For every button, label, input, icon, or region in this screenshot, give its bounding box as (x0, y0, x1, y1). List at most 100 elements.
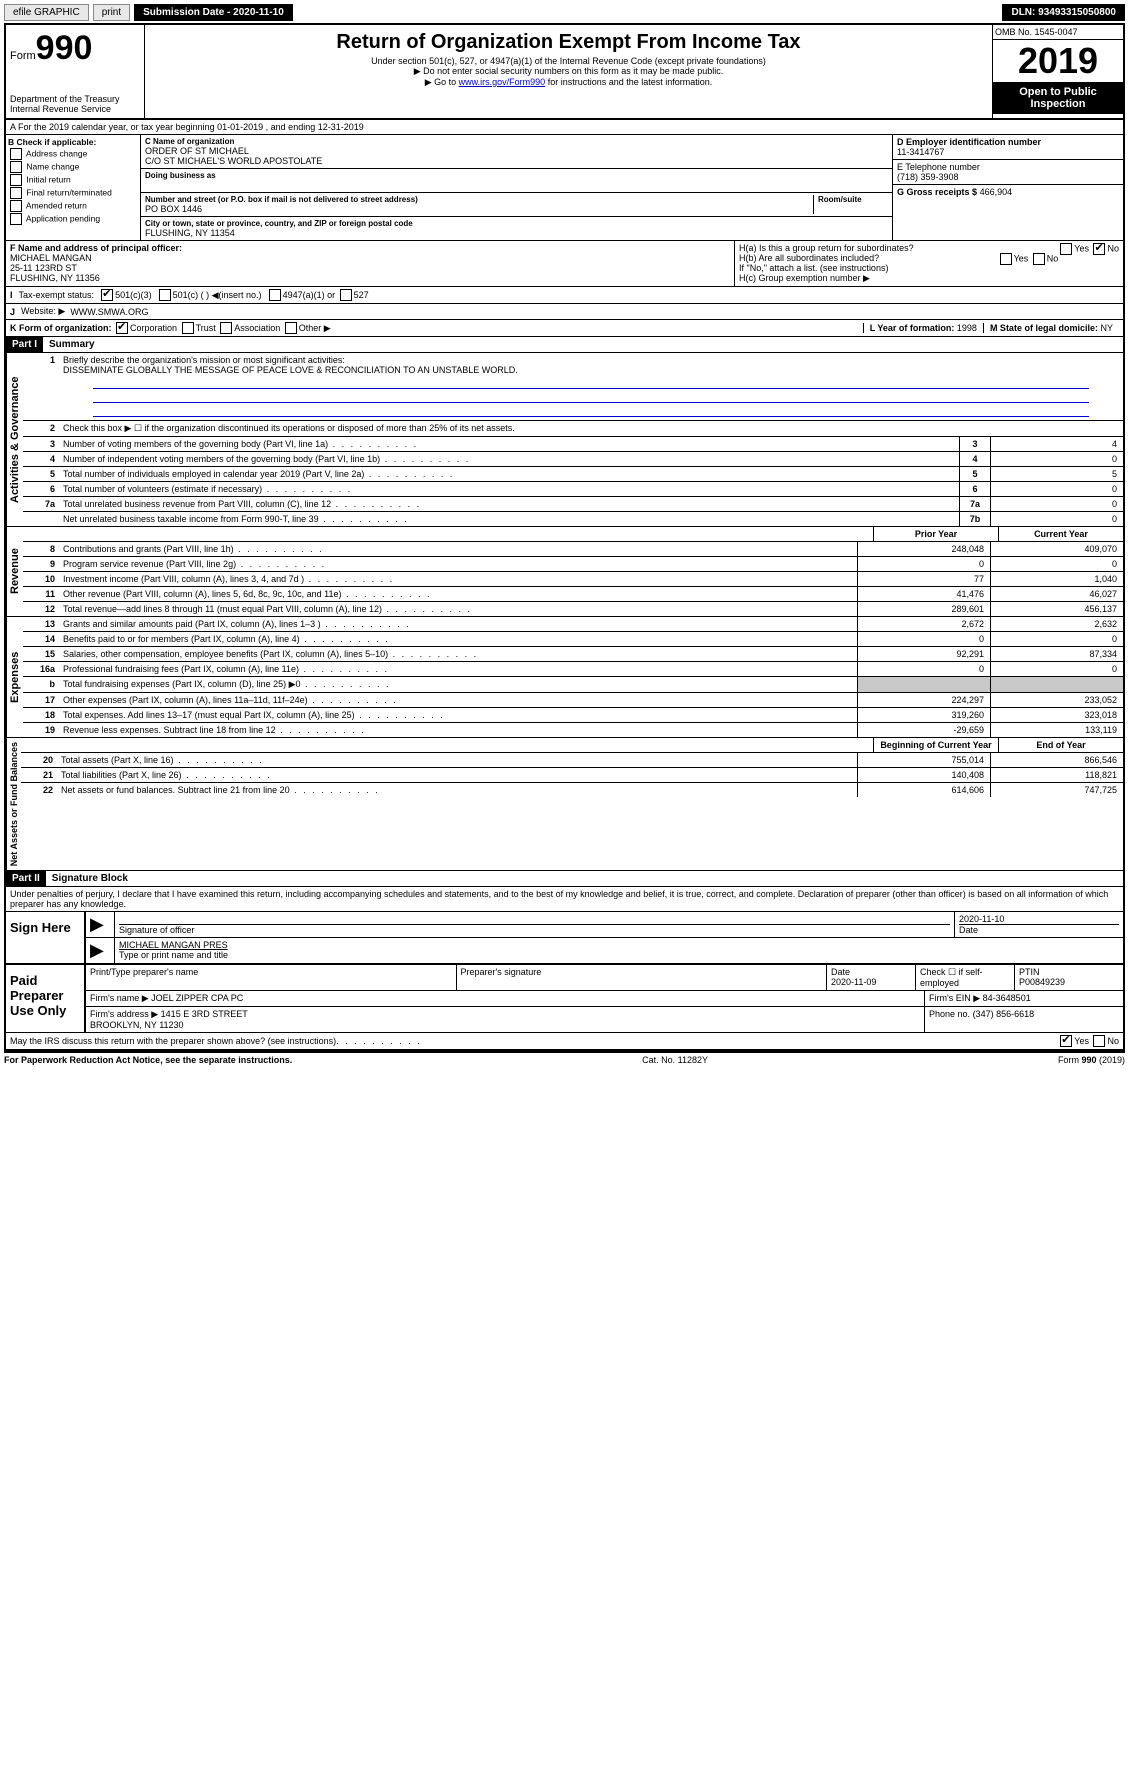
check-501c[interactable] (159, 289, 171, 301)
goto-pre: ▶ Go to (425, 77, 459, 87)
form-container: Form990 Department of the Treasury Inter… (4, 23, 1125, 1053)
hb-no[interactable]: No (1047, 253, 1059, 263)
firm-ein: 84-3648501 (983, 993, 1031, 1003)
row-fh: F Name and address of principal officer:… (6, 241, 1123, 287)
org-name: ORDER OF ST MICHAEL (145, 146, 888, 156)
expense-row: 15Salaries, other compensation, employee… (23, 647, 1123, 662)
mission-line (93, 404, 1089, 417)
discuss-no[interactable] (1093, 1035, 1105, 1047)
part2-title: Signature Block (46, 871, 134, 886)
discuss-yes[interactable] (1060, 1035, 1072, 1047)
check-trust[interactable] (182, 322, 194, 334)
addr-label: Number and street (or P.O. box if mail i… (145, 195, 813, 204)
col-prior-year: Prior Year (873, 527, 998, 541)
hb-yes[interactable]: Yes (1014, 253, 1029, 263)
form-number: Form990 (10, 29, 140, 68)
hb-note: If "No," attach a list. (see instruction… (739, 263, 1119, 273)
perjury-text: Under penalties of perjury, I declare th… (6, 887, 1123, 911)
website-value: WWW.SMWA.ORG (70, 307, 148, 317)
opt-527: 527 (354, 290, 369, 300)
expense-row: 16aProfessional fundraising fees (Part I… (23, 662, 1123, 677)
section-expenses: Expenses 13Grants and similar amounts pa… (6, 617, 1123, 738)
org-city: FLUSHING, NY 11354 (145, 228, 888, 238)
city-label: City or town, state or province, country… (145, 219, 888, 228)
section-revenue: Revenue Prior Year Current Year 8Contrib… (6, 527, 1123, 617)
m-value: NY (1100, 323, 1113, 333)
tax-exempt-label: Tax-exempt status: (19, 290, 95, 300)
col-current-year: Current Year (998, 527, 1123, 541)
opt-trust: Trust (196, 323, 216, 333)
form-990: 990 (36, 29, 93, 67)
officer-addr1: 25-11 123RD ST (10, 263, 730, 273)
l-label: L Year of formation: (870, 323, 955, 333)
section-net-assets: Net Assets or Fund Balances Beginning of… (6, 738, 1123, 871)
k-label: K Form of organization: (10, 323, 112, 333)
ha-no[interactable]: No (1107, 243, 1119, 253)
ptin-value: P00849239 (1019, 977, 1065, 987)
sig-officer-label: Signature of officer (119, 924, 950, 935)
check-amended[interactable]: Amended return (8, 200, 138, 212)
part1-title: Summary (43, 337, 101, 352)
firm-phone: (347) 856-6618 (973, 1009, 1035, 1019)
l1-value: DISSEMINATE GLOBALLY THE MESSAGE OF PEAC… (63, 365, 518, 375)
hc-label: H(c) Group exemption number ▶ (739, 273, 1119, 284)
net-row: 20Total assets (Part X, line 16)755,0148… (21, 753, 1123, 768)
check-527[interactable] (340, 289, 352, 301)
opt-501c: 501(c) ( ) ◀(insert no.) (173, 290, 262, 301)
summary-row: 5Total number of individuals employed in… (23, 467, 1123, 482)
hb-label: H(b) Are all subordinates included? (739, 253, 879, 263)
box-f: F Name and address of principal officer:… (6, 241, 735, 286)
dept-treasury: Department of the Treasury Internal Reve… (10, 94, 140, 114)
box-b-label: B Check if applicable: (8, 137, 138, 147)
summary-row: 6Total number of volunteers (estimate if… (23, 482, 1123, 497)
vlabel-net: Net Assets or Fund Balances (6, 738, 21, 870)
print-button[interactable]: print (93, 4, 130, 21)
summary-row: 4Number of independent voting members of… (23, 452, 1123, 467)
l2-text: Check this box ▶ ☐ if the organization d… (59, 421, 1123, 436)
check-other[interactable] (285, 322, 297, 334)
check-501c3[interactable] (101, 289, 113, 301)
form-word: Form (10, 50, 36, 62)
sign-here-label: Sign Here (6, 912, 84, 963)
self-employed-check[interactable]: Check ☐ if self-employed (916, 965, 1015, 990)
check-address-change[interactable]: Address change (8, 148, 138, 160)
tax-year: 2019 (993, 40, 1123, 82)
discuss-text: May the IRS discuss this return with the… (10, 1036, 336, 1046)
check-initial-return[interactable]: Initial return (8, 174, 138, 186)
submission-date-label: Submission Date - 2020-11-10 (134, 4, 293, 21)
m-label: M State of legal domicile: (990, 323, 1098, 333)
summary-row: Net unrelated business taxable income fr… (23, 512, 1123, 526)
check-corp[interactable] (116, 322, 128, 334)
paid-preparer-section: Paid Preparer Use Only Print/Type prepar… (6, 964, 1123, 1033)
ha-yes[interactable]: Yes (1074, 243, 1089, 253)
revenue-row: 9Program service revenue (Part VIII, lin… (23, 557, 1123, 572)
row-klm: K Form of organization: Corporation Trus… (6, 320, 1123, 337)
check-assoc[interactable] (220, 322, 232, 334)
room-label: Room/suite (818, 195, 888, 204)
subtitle-3: ▶ Go to www.irs.gov/Form990 for instruct… (149, 77, 988, 88)
goto-post: for instructions and the latest informat… (545, 77, 712, 87)
expense-row: 19Revenue less expenses. Subtract line 1… (23, 723, 1123, 737)
firm-addr-label: Firm's address ▶ (90, 1009, 158, 1019)
ptin-label: PTIN (1019, 967, 1040, 977)
sign-date: 2020-11-10 (959, 914, 1119, 924)
dln-label: DLN: 93493315050800 (1002, 4, 1125, 21)
phone-value: (718) 359-3908 (897, 172, 1119, 182)
instructions-link[interactable]: www.irs.gov/Form990 (459, 77, 546, 87)
check-pending[interactable]: Application pending (8, 213, 138, 225)
firm-ein-label: Firm's EIN ▶ (929, 993, 980, 1003)
row-i: I Tax-exempt status: 501(c)(3) 501(c) ( … (6, 287, 1123, 304)
box-b: B Check if applicable: Address change Na… (6, 135, 141, 240)
revenue-row: 10Investment income (Part VIII, column (… (23, 572, 1123, 587)
box-h: H(a) Is this a group return for subordin… (735, 241, 1123, 286)
firm-name-label: Firm's name ▶ (90, 993, 149, 1003)
top-toolbar: efile GRAPHIC print Submission Date - 20… (4, 4, 1125, 21)
check-4947[interactable] (269, 289, 281, 301)
check-final-return[interactable]: Final return/terminated (8, 187, 138, 199)
part2-header-row: Part II Signature Block (6, 871, 1123, 887)
prep-name-hdr: Print/Type preparer's name (86, 965, 457, 990)
check-name-change[interactable]: Name change (8, 161, 138, 173)
form-ref: Form 990 (2019) (1058, 1055, 1125, 1065)
org-address: PO BOX 1446 (145, 204, 813, 214)
firm-phone-label: Phone no. (929, 1009, 970, 1019)
